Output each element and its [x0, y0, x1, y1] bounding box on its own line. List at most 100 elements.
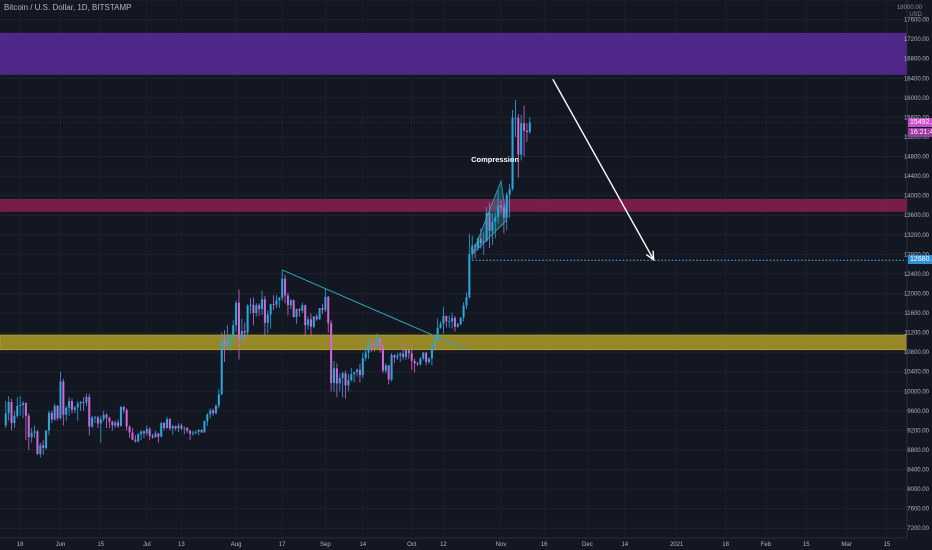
- candle-body: [22, 403, 25, 405]
- candle-body: [436, 327, 439, 340]
- candle-body: [50, 412, 53, 420]
- candle-body: [142, 431, 145, 434]
- candle-body: [108, 417, 111, 422]
- y-tick-label: 16000.00: [904, 96, 930, 102]
- x-tick-label: Jul: [143, 542, 151, 548]
- candle-body: [62, 381, 65, 415]
- x-tick-label: 18: [17, 542, 24, 548]
- candle-body: [341, 373, 344, 379]
- y-tick-label: 14400.00: [904, 174, 930, 180]
- candle-body: [36, 431, 39, 454]
- candle-body: [445, 315, 448, 322]
- candle-body: [376, 337, 379, 346]
- candle-body: [442, 315, 445, 324]
- candle-body: [373, 345, 376, 347]
- y-tick-label: 16800.00: [904, 57, 930, 63]
- x-tick-label: 16: [541, 542, 548, 548]
- price-axis-panel: [907, 0, 932, 550]
- candle-body: [364, 352, 367, 359]
- candle-body: [344, 373, 347, 386]
- candle-body: [456, 324, 459, 327]
- candle-body: [448, 321, 451, 323]
- candle-body: [266, 314, 269, 323]
- candle-body: [479, 238, 482, 244]
- candle-body: [390, 355, 393, 380]
- candle-body: [249, 304, 252, 306]
- x-tick-label: Jun: [56, 542, 66, 548]
- x-tick-label: 13: [178, 542, 185, 548]
- candle-body: [119, 406, 122, 426]
- candle-body: [171, 425, 174, 429]
- candle-body: [13, 415, 16, 424]
- candle-body: [410, 353, 413, 361]
- y-tick-label: 11600.00: [904, 311, 929, 317]
- y-tick-label: 10000.00: [904, 389, 930, 395]
- candle-body: [416, 363, 419, 365]
- candle-body: [27, 415, 30, 438]
- y-tick-label: 10800.00: [904, 350, 930, 356]
- y-tick-label: 8000.00: [907, 487, 929, 493]
- candle-body: [402, 353, 405, 358]
- candle-body: [53, 405, 56, 420]
- y-tick-label: 7600.00: [907, 507, 929, 513]
- candle-body: [502, 207, 505, 218]
- candle-body: [413, 360, 416, 364]
- candle-body: [468, 254, 471, 298]
- candle-body: [451, 317, 454, 322]
- candle-body: [350, 374, 353, 381]
- candle-body: [312, 316, 315, 327]
- candle-body: [85, 397, 88, 403]
- candle-body: [68, 401, 71, 408]
- y-tick-label: 8400.00: [907, 468, 929, 474]
- candle-body: [404, 350, 407, 358]
- y-tick-label: 17600.00: [904, 18, 930, 24]
- candle-body: [105, 414, 108, 418]
- candle-body: [39, 445, 42, 454]
- candle-body: [111, 421, 114, 426]
- candle-body: [235, 302, 238, 326]
- candle-body: [281, 278, 284, 298]
- y-tick-label: 14000.00: [904, 194, 930, 200]
- candle-body: [140, 431, 143, 435]
- candle-body: [462, 305, 465, 318]
- candles: [4, 99, 531, 458]
- candle-body: [91, 417, 94, 427]
- candle-body: [174, 425, 177, 429]
- candle-body: [511, 117, 514, 189]
- candle-body: [73, 407, 76, 410]
- countdown-tag: 16:21:43: [908, 127, 932, 137]
- candle-body: [497, 205, 500, 218]
- x-tick-label: 15: [803, 542, 810, 548]
- candle-body: [453, 317, 456, 327]
- candle-body: [223, 340, 226, 346]
- candle-body: [439, 323, 442, 328]
- y-tick-label: 11200.00: [904, 331, 929, 337]
- candle-body: [76, 403, 79, 408]
- candle-body: [255, 305, 258, 314]
- descending-trendline: [281, 269, 467, 351]
- candle-body: [327, 296, 330, 324]
- current-price-tag: 15492.28: [908, 117, 932, 127]
- candle-body: [338, 378, 341, 384]
- x-tick-label: 15: [97, 542, 104, 548]
- candle-body: [125, 409, 128, 427]
- candle-body: [430, 346, 433, 359]
- candle-body: [528, 122, 531, 133]
- candle-body: [88, 397, 91, 427]
- candle-body: [56, 405, 59, 419]
- candle-body: [422, 352, 425, 359]
- candle-body: [381, 346, 384, 371]
- currency-top-tick: 18000.00: [896, 5, 922, 11]
- candle-body: [332, 368, 336, 383]
- target-price-tag: 12680.15: [908, 255, 932, 265]
- candle-body: [7, 402, 10, 414]
- candle-body: [269, 304, 272, 315]
- candle-body: [246, 305, 249, 333]
- candle-body: [471, 245, 474, 255]
- projection-arrow-head: [645, 250, 655, 262]
- currency-unit: USD: [909, 12, 922, 18]
- candle-body: [309, 319, 312, 327]
- candle-body: [485, 212, 488, 242]
- candle-body: [286, 295, 289, 306]
